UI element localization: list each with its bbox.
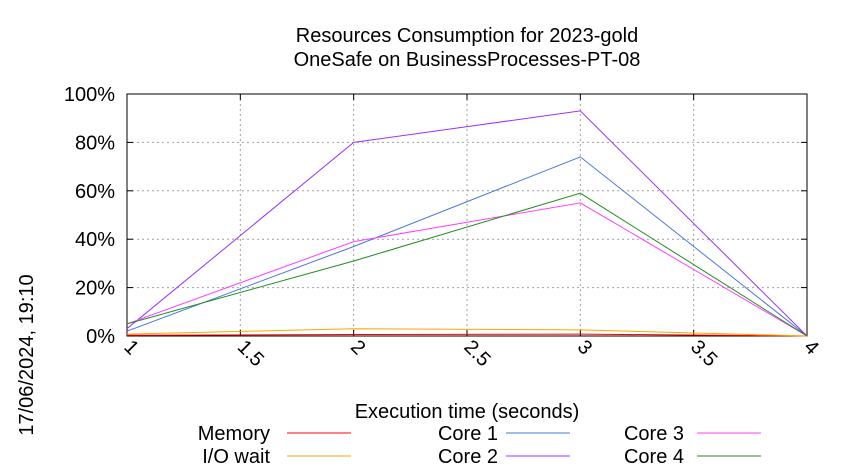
x-tick-label: 3.5: [686, 336, 721, 371]
y-tick-label: 20%: [75, 278, 115, 300]
y-tick-label: 60%: [75, 181, 115, 203]
x-axis-label: Execution time (seconds): [355, 401, 580, 423]
timestamp: 17/06/2024, 19:10: [16, 274, 38, 435]
series-line-core-3: [126, 202, 808, 337]
series-line-core-1: [126, 156, 808, 337]
legend-label-i-o-wait: I/O wait: [202, 446, 270, 468]
series-line-core-2: [126, 110, 808, 337]
series-line-i-o-wait: [126, 328, 808, 337]
y-tick-label: 0%: [86, 326, 115, 348]
x-tick-label: 1.5: [233, 336, 268, 371]
y-tick-label: 100%: [64, 84, 115, 106]
y-tick-label: 80%: [75, 132, 115, 154]
series-line-core-4: [126, 192, 808, 337]
x-tick-label: 3: [573, 336, 596, 359]
y-tick-labels: 0% 20% 40% 60% 80% 100%: [64, 84, 115, 348]
x-tick-label: 2: [346, 336, 369, 359]
legend-label-core-1: Core 1: [438, 423, 498, 445]
x-tick-labels: 1 1.5 2 2.5 3 3.5 4: [119, 336, 822, 371]
legend-label-core-3: Core 3: [624, 423, 684, 445]
grid-lines: [126, 93, 808, 337]
x-tick-label: 1: [119, 336, 142, 359]
chart-subtitle: OneSafe on BusinessProcesses-PT-08: [294, 49, 641, 71]
x-tick-label: 4: [799, 336, 822, 359]
legend-label-core-4: Core 4: [624, 446, 684, 468]
y-tick-label: 40%: [75, 229, 115, 251]
legend-label-memory: Memory: [198, 423, 270, 445]
legend-label-core-2: Core 2: [438, 446, 498, 468]
plot-frame: [126, 93, 808, 337]
series-lines: [126, 110, 808, 337]
x-tick-label: 2.5: [459, 336, 494, 371]
series-line-memory: [126, 333, 808, 337]
chart-title: Resources Consumption for 2023-gold: [296, 25, 638, 47]
